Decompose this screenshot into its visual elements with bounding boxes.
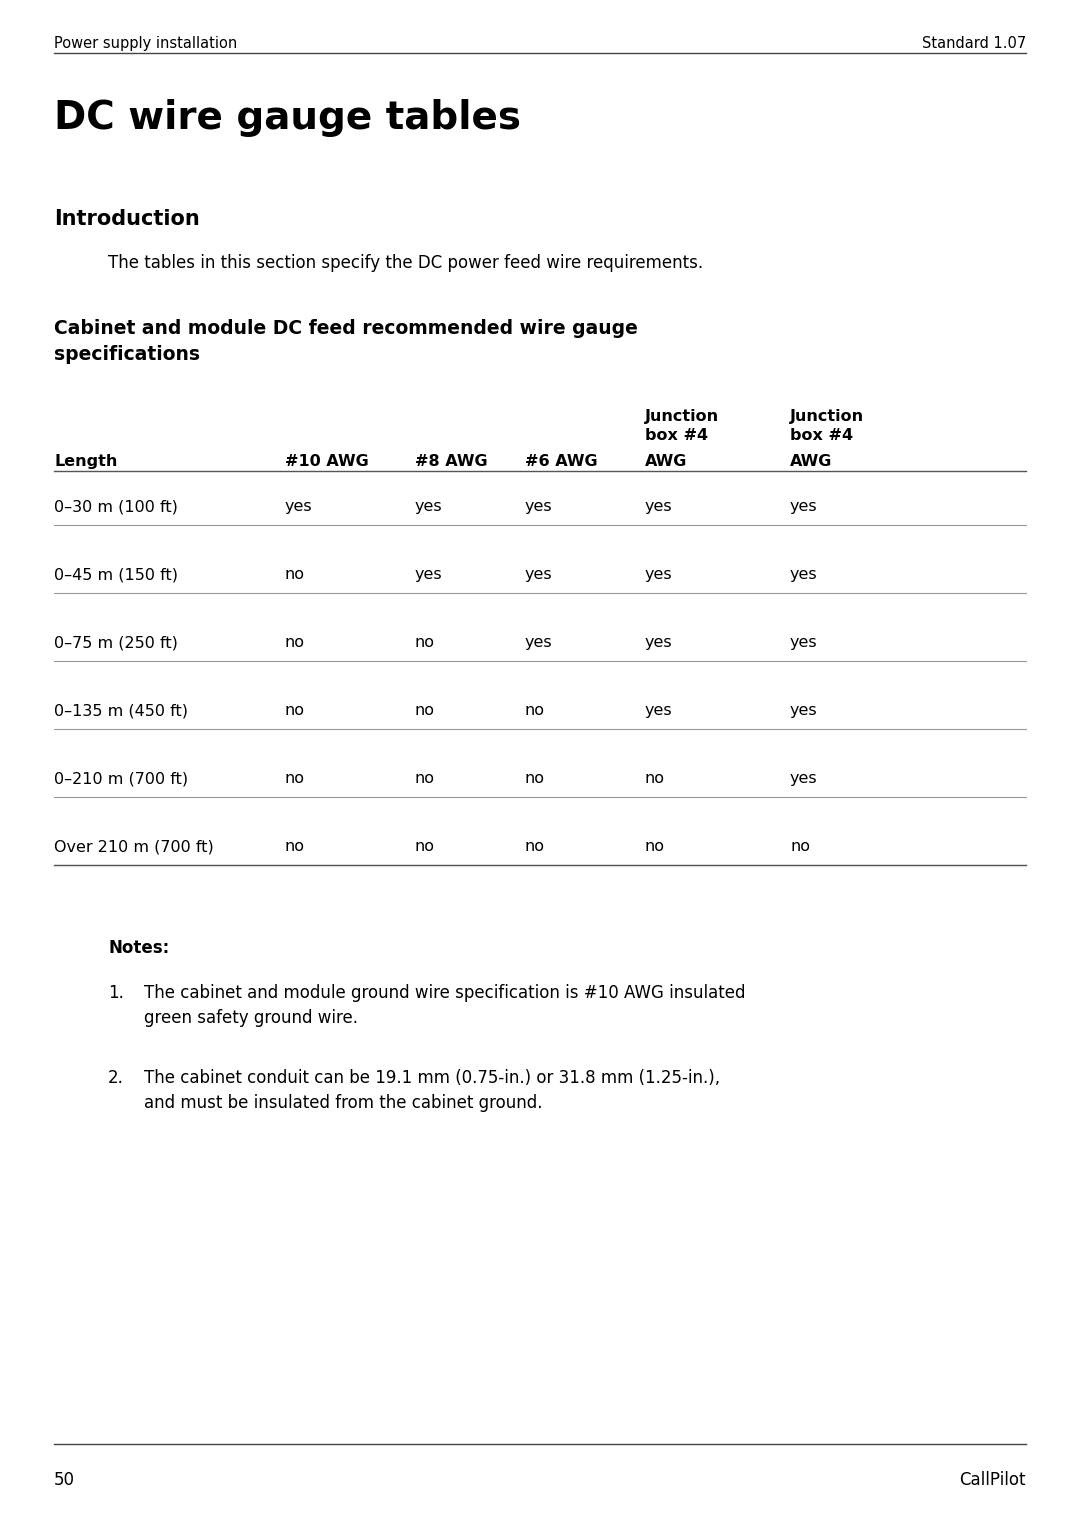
Text: 50: 50	[54, 1471, 75, 1489]
Text: yes: yes	[789, 498, 818, 514]
Text: no: no	[645, 839, 665, 855]
Text: Notes:: Notes:	[108, 939, 170, 957]
Text: no: no	[415, 839, 435, 855]
Text: The cabinet conduit can be 19.1 mm (0.75-in.) or 31.8 mm (1.25-in.),
and must be: The cabinet conduit can be 19.1 mm (0.75…	[144, 1069, 720, 1112]
Text: 0–45 m (150 ft): 0–45 m (150 ft)	[54, 567, 178, 583]
Text: Power supply installation: Power supply installation	[54, 37, 238, 50]
Text: The cabinet and module ground wire specification is #10 AWG insulated
green safe: The cabinet and module ground wire speci…	[144, 985, 745, 1027]
Text: no: no	[645, 771, 665, 786]
Text: Length: Length	[54, 454, 118, 469]
Text: yes: yes	[645, 567, 673, 583]
Text: no: no	[415, 635, 435, 650]
Text: yes: yes	[525, 498, 553, 514]
Text: #8 AWG: #8 AWG	[415, 454, 488, 469]
Text: no: no	[285, 703, 305, 719]
Text: yes: yes	[415, 567, 443, 583]
Text: no: no	[415, 703, 435, 719]
Text: yes: yes	[645, 703, 673, 719]
Text: Introduction: Introduction	[54, 209, 200, 229]
Text: The tables in this section specify the DC power feed wire requirements.: The tables in this section specify the D…	[108, 254, 703, 272]
Text: yes: yes	[789, 567, 818, 583]
Text: no: no	[285, 635, 305, 650]
Text: 0–30 m (100 ft): 0–30 m (100 ft)	[54, 498, 178, 514]
Text: yes: yes	[285, 498, 312, 514]
Text: 0–135 m (450 ft): 0–135 m (450 ft)	[54, 703, 188, 719]
Text: 0–210 m (700 ft): 0–210 m (700 ft)	[54, 771, 188, 786]
Text: no: no	[285, 567, 305, 583]
Text: #10 AWG: #10 AWG	[285, 454, 368, 469]
Text: yes: yes	[789, 771, 818, 786]
Text: no: no	[415, 771, 435, 786]
Text: no: no	[285, 839, 305, 855]
Text: 2.: 2.	[108, 1069, 124, 1087]
Text: yes: yes	[525, 635, 553, 650]
Text: no: no	[525, 839, 545, 855]
Text: #6 AWG: #6 AWG	[525, 454, 597, 469]
Text: yes: yes	[415, 498, 443, 514]
Text: DC wire gauge tables: DC wire gauge tables	[54, 99, 521, 138]
Text: no: no	[285, 771, 305, 786]
Text: Junction
box #4: Junction box #4	[645, 408, 719, 442]
Text: 1.: 1.	[108, 985, 124, 1001]
Text: no: no	[525, 703, 545, 719]
Text: no: no	[525, 771, 545, 786]
Text: AWG: AWG	[645, 454, 687, 469]
Text: Over 210 m (700 ft): Over 210 m (700 ft)	[54, 839, 214, 855]
Text: yes: yes	[645, 498, 673, 514]
Text: yes: yes	[645, 635, 673, 650]
Text: 0–75 m (250 ft): 0–75 m (250 ft)	[54, 635, 178, 650]
Text: yes: yes	[789, 703, 818, 719]
Text: Cabinet and module DC feed recommended wire gauge
specifications: Cabinet and module DC feed recommended w…	[54, 320, 638, 364]
Text: no: no	[789, 839, 810, 855]
Text: Standard 1.07: Standard 1.07	[921, 37, 1026, 50]
Text: yes: yes	[789, 635, 818, 650]
Text: CallPilot: CallPilot	[959, 1471, 1026, 1489]
Text: Junction
box #4: Junction box #4	[789, 408, 864, 442]
Text: yes: yes	[525, 567, 553, 583]
Text: AWG: AWG	[789, 454, 833, 469]
